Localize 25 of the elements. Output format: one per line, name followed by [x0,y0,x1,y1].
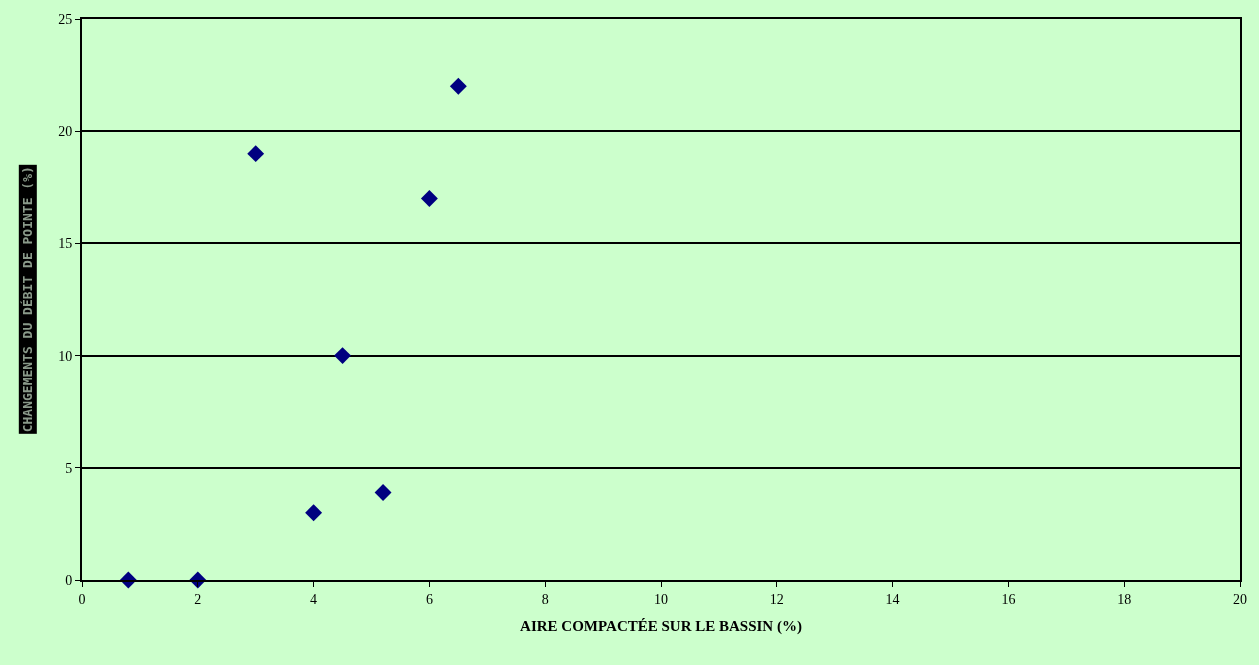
x-tick-label: 4 [310,591,318,607]
x-tick-label: 12 [769,591,784,607]
x-tick-label: 14 [885,591,900,607]
x-tick-label: 2 [194,591,202,607]
y-tick-label: 10 [58,348,73,364]
x-axis-title: AIRE COMPACTÉE SUR LE BASSIN (%) [520,618,802,636]
point [449,77,467,95]
y-axis-title: CHANGEMENTS DU DÉBIT DE POINTE (%) [20,166,36,433]
x-tick-label: 20 [1233,591,1247,607]
x-tick-label: 6 [425,591,433,607]
x-tick-label: 16 [1001,591,1016,607]
x-tick-label: 18 [1117,591,1132,607]
x-tick-label: 0 [78,591,86,607]
y-tick-label: 25 [58,11,73,27]
point [247,145,265,163]
y-tick-label: 15 [58,236,73,252]
point [374,484,392,501]
y-tick-label: 20 [58,124,73,140]
y-tick-label: 5 [65,460,73,476]
x-tick-label: 10 [654,591,668,607]
x-tick-label: 8 [541,591,549,607]
point [305,504,323,522]
point [334,347,351,365]
y-tick-label: 0 [65,572,73,588]
point [420,190,438,207]
